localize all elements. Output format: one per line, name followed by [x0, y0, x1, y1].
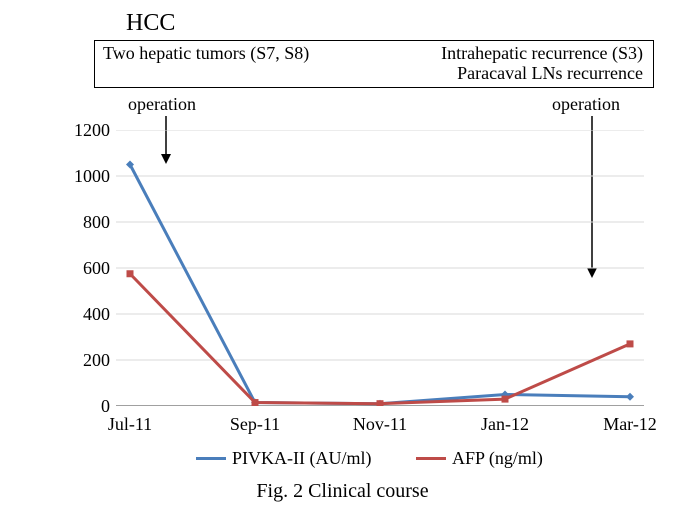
diagnosis-box: Two hepatic tumors (S7, S8) Intrahepatic…	[94, 40, 654, 88]
y-tick-label: 200	[62, 350, 110, 371]
y-tick-label: 1000	[62, 166, 110, 187]
legend-swatch	[416, 457, 446, 460]
legend-item: PIVKA-II (AU/ml)	[196, 448, 371, 469]
operation-label-1: operation	[128, 94, 196, 115]
x-tick-label: Jul-11	[108, 414, 152, 435]
figure-canvas: { "title": "HCC", "topBox": { "left": "T…	[0, 0, 685, 513]
clinical-course-chart	[116, 130, 644, 406]
y-tick-label: 400	[62, 304, 110, 325]
x-tick-label: Mar-12	[603, 414, 657, 435]
legend-swatch	[196, 457, 226, 460]
x-tick-label: Sep-11	[230, 414, 280, 435]
y-tick-label: 800	[62, 212, 110, 233]
diagnosis-left: Two hepatic tumors (S7, S8)	[103, 43, 309, 64]
operation-label-2: operation	[552, 94, 620, 115]
x-tick-label: Jan-12	[481, 414, 529, 435]
diagnosis-right-1: Intrahepatic recurrence (S3)	[441, 43, 643, 64]
hcc-title: HCC	[126, 10, 175, 37]
legend-item: AFP (ng/ml)	[416, 448, 543, 469]
y-tick-label: 0	[62, 396, 110, 417]
figure-caption: Fig. 2 Clinical course	[0, 480, 685, 503]
diagnosis-right-2: Paracaval LNs recurrence	[457, 63, 643, 84]
legend-label: AFP (ng/ml)	[452, 448, 543, 469]
legend-label: PIVKA-II (AU/ml)	[232, 448, 371, 469]
y-tick-label: 600	[62, 258, 110, 279]
x-tick-label: Nov-11	[353, 414, 407, 435]
y-tick-label: 1200	[62, 120, 110, 141]
